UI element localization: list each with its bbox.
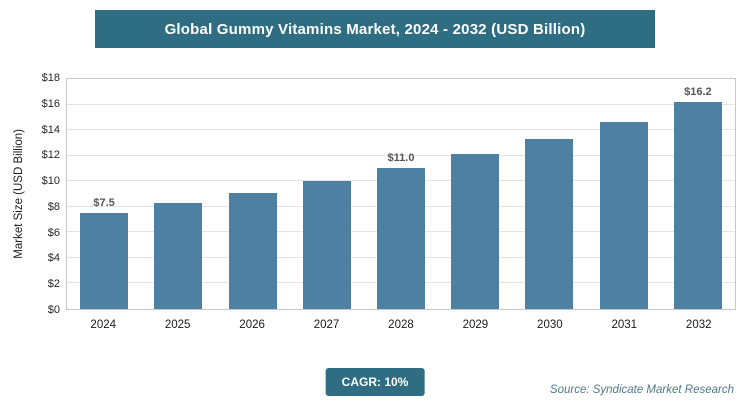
y-axis-ticks: $0 $2 $4 $6 $8 $10 $12 $14 $16 $18 [30,72,66,316]
bar-value-label: $7.5 [93,197,115,210]
x-tick-label: 2026 [239,319,265,331]
x-tick-label: 2025 [164,319,191,331]
bar-2025 [154,202,203,309]
cagr-badge: CAGR: 10% [325,368,425,396]
y-tick-label: $4 [47,252,60,265]
bar-slot-2030 [512,79,586,309]
bar-value-label: $11.0 [387,152,415,165]
bars: $7.5 $11.0 $16.2 [67,79,735,309]
bar-2030 [525,139,574,309]
bar-2032 [673,102,722,309]
y-tick-label: $8 [47,200,60,213]
x-axis-labels: 2024 2025 2026 2027 2028 2029 2030 2031 2032 [66,310,736,340]
y-axis-title-box: Market Size (USD Billion) [8,78,30,310]
x-tick-label: 2028 [388,319,414,331]
plot-column: $7.5 $11.0 $16.2 2024 2025 2026 2027 2028 2029 2… [66,78,736,340]
y-tick-label: $12 [41,149,60,162]
x-tick-label: 2031 [611,319,638,331]
y-tick-label: $18 [41,72,60,84]
bar-value-label: $16.2 [684,86,712,98]
y-axis-title: Market Size (USD Billion) [13,129,25,259]
bar-slot-2025 [141,79,215,309]
y-tick-label: $14 [41,123,60,136]
bar-slot-2031 [587,79,661,309]
y-tick-label: $0 [47,304,60,316]
bar-2027 [302,181,351,309]
bar-slot-2024: $7.5 [67,79,141,309]
x-tick-label: 2024 [90,319,117,331]
y-tick-label: $16 [41,97,60,110]
y-tick-label: $6 [47,226,60,239]
bar-slot-2029 [438,79,512,309]
gridline [67,154,735,156]
chart-title: Global Gummy Vitamins Market, 2024 - 203… [164,20,586,38]
x-tick-label: 2032 [685,319,712,331]
bar-2029 [451,154,500,309]
gridline [67,103,735,105]
bar-2031 [599,122,648,309]
bar-slot-2028: $11.0 [364,79,438,309]
bar-slot-2032: $16.2 [661,79,735,309]
bar-2024 [80,213,129,309]
y-tick-label: $10 [41,175,60,188]
x-tick-label: 2029 [462,319,489,331]
bar-slot-2027 [290,79,364,309]
bar-slot-2026 [215,79,289,309]
bar-2028 [376,168,425,309]
chart-title-bar: Global Gummy Vitamins Market, 2024 - 203… [95,10,655,48]
chart-footer: CAGR: 10% Source: Syndicate Market Resea… [0,368,750,400]
plot-area: $7.5 $11.0 $16.2 [66,78,736,310]
chart: Market Size (USD Billion) $0 $2 $4 $6 $8 $10 $… [0,72,750,340]
bar-2026 [228,192,277,309]
x-tick-label: 2027 [313,319,340,331]
source-attribution: Source: Syndicate Market Research [549,384,734,396]
x-tick-label: 2030 [537,319,563,331]
gridline [67,129,735,131]
y-tick-label: $2 [47,278,60,291]
